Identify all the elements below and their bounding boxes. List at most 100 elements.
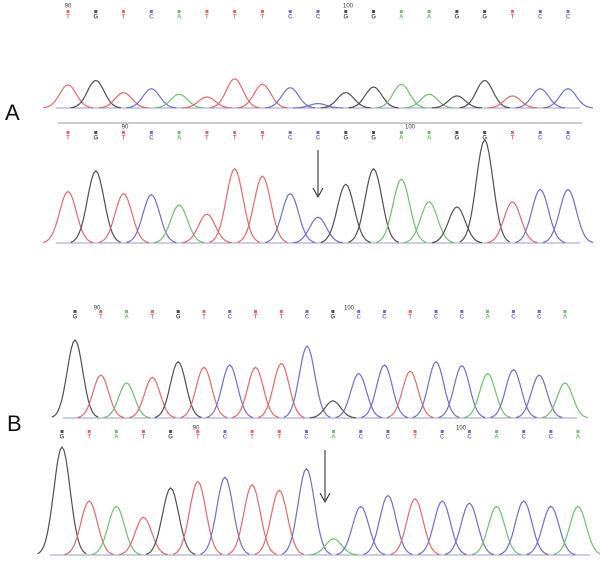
base-call: T bbox=[142, 435, 146, 441]
base-marker bbox=[87, 430, 91, 433]
trace-peak bbox=[417, 500, 467, 555]
trace-peak bbox=[292, 102, 344, 109]
trace-peak bbox=[336, 505, 386, 556]
trace-peak bbox=[348, 86, 399, 109]
base-marker bbox=[141, 430, 145, 433]
trace-peak bbox=[487, 95, 538, 109]
trace-peak bbox=[42, 190, 94, 243]
base-marker bbox=[205, 131, 209, 134]
base-call: C bbox=[288, 15, 293, 21]
position-label: 100 bbox=[344, 306, 355, 312]
base-marker bbox=[233, 131, 237, 134]
trace-peak bbox=[232, 366, 279, 418]
base-call: G bbox=[343, 136, 348, 142]
base-marker bbox=[440, 430, 444, 433]
base-call: A bbox=[114, 435, 119, 441]
base-call: A bbox=[427, 15, 432, 21]
base-call: T bbox=[511, 15, 515, 21]
trace-peak bbox=[320, 183, 371, 243]
base-marker bbox=[427, 131, 431, 134]
trace-peak bbox=[431, 95, 482, 109]
base-call: G bbox=[93, 15, 98, 21]
base-marker bbox=[94, 10, 98, 13]
trace-peak bbox=[487, 201, 538, 244]
base-marker bbox=[125, 310, 129, 313]
base-marker bbox=[228, 310, 232, 313]
base-call: C bbox=[316, 136, 321, 142]
base-call: C bbox=[228, 315, 233, 321]
base-call: T bbox=[205, 15, 209, 21]
trace-peak bbox=[257, 362, 305, 418]
base-marker bbox=[344, 10, 348, 13]
base-marker bbox=[177, 10, 181, 13]
base-marker bbox=[176, 310, 180, 313]
base-call: G bbox=[455, 15, 460, 21]
trace-peak bbox=[390, 498, 440, 555]
trace-peak bbox=[541, 382, 589, 419]
base-marker bbox=[399, 10, 403, 13]
base-call: A bbox=[177, 15, 182, 21]
base-marker bbox=[372, 10, 376, 13]
trace-peak bbox=[515, 374, 563, 419]
base-marker bbox=[316, 10, 320, 13]
base-call: T bbox=[408, 315, 412, 321]
trace-peak bbox=[542, 188, 594, 243]
trace-peak bbox=[200, 476, 250, 555]
base-marker bbox=[205, 10, 209, 13]
trace-peak bbox=[542, 88, 594, 109]
base-call: C bbox=[522, 435, 527, 441]
base-call: C bbox=[538, 136, 543, 142]
trace-peak bbox=[361, 364, 408, 418]
trace-peak bbox=[515, 88, 566, 109]
trace-peak bbox=[412, 360, 460, 418]
base-marker bbox=[288, 131, 292, 134]
base-call: C bbox=[149, 15, 154, 21]
base-marker bbox=[483, 10, 487, 13]
panel-label: A bbox=[5, 100, 20, 125]
base-marker bbox=[196, 430, 200, 433]
base-marker bbox=[413, 430, 417, 433]
base-call: C bbox=[467, 435, 472, 441]
trace-peak bbox=[237, 83, 288, 109]
trace-peak bbox=[180, 366, 228, 418]
base-marker bbox=[566, 10, 570, 13]
base-marker bbox=[427, 10, 431, 13]
trace-peak bbox=[404, 93, 455, 109]
trace-peak bbox=[98, 91, 149, 109]
base-call: T bbox=[413, 435, 417, 441]
trace-peak bbox=[265, 87, 316, 109]
base-call: T bbox=[202, 315, 206, 321]
base-call: C bbox=[511, 315, 516, 321]
base-call: C bbox=[316, 15, 321, 21]
base-call: T bbox=[511, 136, 515, 142]
base-marker bbox=[149, 10, 153, 13]
base-marker bbox=[60, 430, 64, 433]
base-call: C bbox=[566, 15, 571, 21]
base-marker bbox=[73, 310, 77, 313]
base-call: A bbox=[427, 136, 432, 142]
base-call: T bbox=[66, 136, 70, 142]
trace-peak bbox=[70, 170, 122, 243]
base-call: C bbox=[566, 136, 571, 142]
trace-peak bbox=[499, 500, 549, 555]
trace-peak bbox=[209, 167, 260, 243]
position-label: 100 bbox=[405, 125, 416, 131]
base-call: T bbox=[205, 136, 209, 142]
trace-peak bbox=[309, 400, 357, 419]
trace-peak bbox=[320, 91, 371, 109]
base-call: C bbox=[549, 435, 554, 441]
base-marker bbox=[382, 310, 386, 313]
base-marker bbox=[495, 430, 499, 433]
base-marker bbox=[66, 10, 70, 13]
base-call: T bbox=[250, 435, 254, 441]
trace-peak bbox=[181, 96, 232, 109]
base-marker bbox=[277, 430, 281, 433]
base-marker bbox=[304, 430, 308, 433]
base-marker bbox=[511, 310, 515, 313]
base-marker bbox=[357, 310, 361, 313]
base-call: T bbox=[254, 315, 258, 321]
base-marker bbox=[332, 430, 336, 433]
base-marker bbox=[288, 10, 292, 13]
trace-peak bbox=[265, 192, 316, 244]
trace-peak bbox=[292, 216, 344, 244]
